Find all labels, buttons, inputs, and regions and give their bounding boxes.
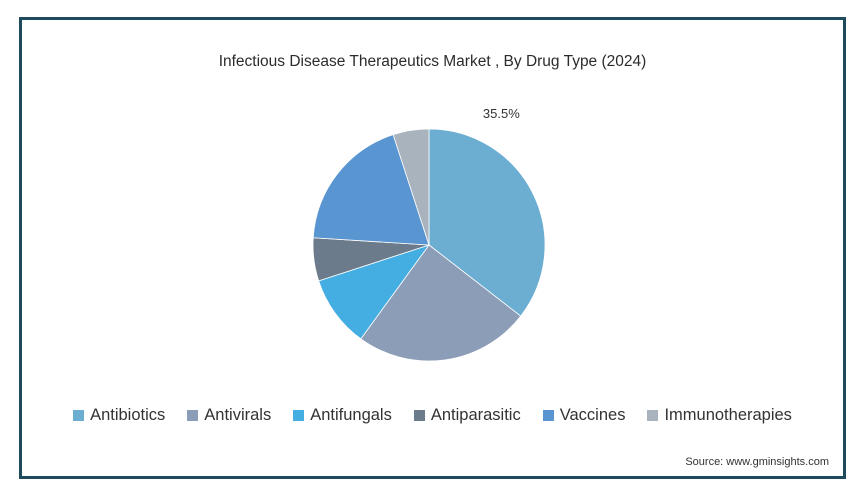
chart-title: Infectious Disease Therapeutics Market ,…	[218, 53, 647, 70]
legend-label-vaccines: Vaccines	[559, 406, 626, 424]
legend-swatch-antifungals	[293, 410, 305, 421]
legend-item-vaccines: Vaccines	[542, 406, 626, 425]
legend-item-antiparasitic: Antiparasitic	[413, 406, 521, 425]
legend-label-immunotherapies: Immunotherapies	[664, 406, 792, 424]
legend-swatch-antiparasitic	[413, 410, 425, 421]
legend-item-immunotherapies: Immunotherapies	[647, 406, 792, 425]
data-label-antibiotics: 35.5%	[483, 106, 520, 121]
legend-label-antibiotics: Antibiotics	[90, 406, 166, 424]
legend-item-antibiotics: Antibiotics	[73, 406, 165, 425]
pie-slice-vaccines	[312, 134, 430, 246]
legend-label-antifungals: Antifungals	[310, 406, 392, 424]
legend-label-antiparasitic: Antiparasitic	[430, 406, 521, 424]
pie-slice-immunotherapies	[392, 128, 430, 246]
legend-swatch-immunotherapies	[647, 410, 659, 421]
legend-swatch-antivirals	[187, 410, 199, 421]
pie-slice-antibiotics	[428, 128, 546, 317]
chart-legend: Antibiotics Antivirals Antifungals Antipara…	[22, 406, 843, 425]
legend-swatch-vaccines	[542, 410, 554, 421]
legend-swatch-antibiotics	[73, 410, 85, 421]
pie-slice-antifungals	[318, 244, 431, 340]
pie-slice-antivirals	[360, 244, 522, 362]
source-note: Source: www.gminsights.com	[685, 456, 829, 468]
legend-item-antifungals: Antifungals	[293, 406, 392, 425]
pie-chart: 35.5%	[312, 106, 546, 362]
legend-item-antivirals: Antivirals	[187, 406, 271, 425]
chart-frame: Infectious Disease Therapeutics Market ,…	[19, 17, 846, 479]
legend-label-antivirals: Antivirals	[204, 406, 272, 424]
